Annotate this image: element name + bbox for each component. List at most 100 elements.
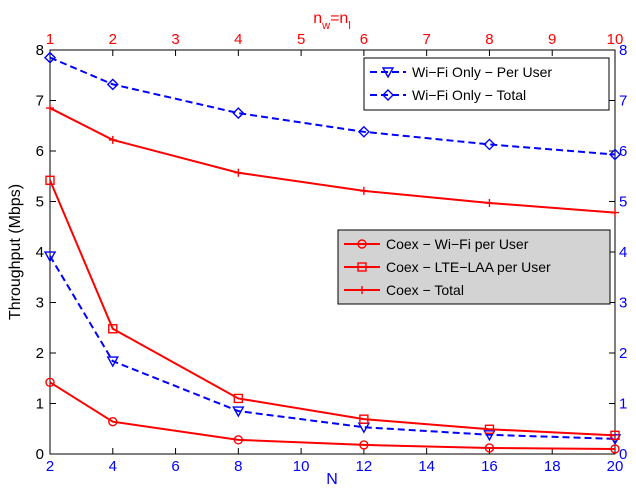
top-x-tick-label: 8 [485,31,493,48]
data-point [359,186,368,195]
x-tick-label: 18 [544,458,561,475]
top-label-subscript: l [348,20,350,32]
x-tick-label: 20 [607,458,624,475]
right-y-tick-label: 0 [619,446,627,463]
x-tick-label: 8 [234,458,242,475]
top-x-tick-label: 9 [548,31,556,48]
y-tick-label: 3 [36,295,44,312]
data-point [108,416,118,427]
right-y-tick-label: 7 [619,93,627,110]
data-point [45,377,55,387]
top-x-tick-label: 4 [234,31,242,48]
data-point [233,435,244,445]
data-point [357,125,370,138]
x-axis-label: N [326,471,338,488]
top-x-tick-label: 1 [46,31,54,48]
series-2 [44,51,621,161]
legend-marker [382,89,394,101]
series-line [49,381,616,450]
top-x-tick-label: 2 [109,31,117,48]
x-tick-label: 14 [418,458,435,475]
y-tick-label: 1 [36,396,44,413]
top-x-tick-label: 3 [171,31,179,48]
data-point [483,430,496,442]
right-y-tick-label: 1 [619,396,627,413]
data-point [106,78,119,91]
series-5 [46,104,619,217]
top-label-part: =n [330,10,348,27]
data-point [359,440,369,450]
data-point [484,443,495,453]
data-point [45,175,55,185]
top-x-tick-label: 7 [422,31,430,48]
series-line [49,107,616,214]
data-point [232,406,245,418]
top-x-tick-label: 6 [360,31,368,48]
right-y-tick-label: 8 [619,42,627,59]
y-tick-label: 0 [36,446,44,463]
y-tick-label: 6 [36,143,44,160]
x-tick-label: 2 [46,458,54,475]
legend-box [337,229,611,305]
x-tick-label: 10 [293,458,310,475]
series-line [49,179,616,437]
right-y-tick-label: 6 [619,143,627,160]
x-tick-label: 12 [356,458,373,475]
legend-group: Wi−Fi Only − Per User Wi−Fi Only − Total C… [337,57,611,305]
axis-ticks: 2 4 6 8 10 12 14 16 18 201 2 3 4 5 6 7 8 9 100 01 12 23 34 45 56… [36,31,628,475]
right-y-tick-label: 4 [619,244,627,261]
x-tick-label: 6 [171,458,179,475]
legend-label: Wi−Fi Only − Per User [412,64,552,80]
legend-1: Wi−Fi Only − Per User Wi−Fi Only − Total [363,57,610,111]
series-group [43,51,622,454]
series-4 [45,175,620,441]
series-line [49,56,616,156]
x-tick-label: 16 [481,458,498,475]
legend-marker [381,67,395,79]
legend-label: Wi−Fi Only − Total [412,87,526,103]
data-point [483,138,496,151]
right-y-tick-label: 3 [619,295,627,312]
data-point [609,148,621,161]
top-x-tick-label: 10 [607,31,624,48]
data-point [43,251,57,263]
top-x-tick-label: 5 [297,31,305,48]
data-point [485,199,494,208]
legend-label: Coex − Wi−Fi per User [386,236,529,252]
data-point [232,107,245,120]
y-tick-label: 5 [36,194,44,211]
data-point [359,414,369,424]
y-tick-label: 2 [36,345,44,362]
legend-box [363,57,610,111]
series-line [49,255,616,440]
legend-marker [357,262,367,272]
right-y-tick-label: 5 [619,194,627,211]
right-y-tick-label: 2 [619,345,627,362]
data-point [106,356,119,368]
data-point [108,324,118,334]
top-x-axis-label: nw=nl [313,10,351,32]
data-point [44,51,56,64]
y-tick-label: 8 [36,42,44,59]
data-point [611,208,619,217]
data-point [233,393,244,404]
data-point [46,104,54,113]
top-label-part: n [313,10,322,27]
legend-marker [358,286,366,294]
y-tick-label: 7 [36,93,44,110]
legend-label: Coex − LTE−LAA per User [386,259,551,275]
data-point [108,135,117,144]
legend-2: Coex − Wi−Fi per User Coex − LTE−LAA per … [337,229,611,305]
top-label-subscript: w [321,20,330,32]
series-3 [45,377,620,454]
y-tick-label: 4 [36,244,44,261]
data-point [610,430,620,441]
x-tick-label: 4 [109,458,117,475]
data-point [610,444,620,454]
data-point [234,168,243,177]
data-point [484,424,495,434]
legend-marker [357,239,367,249]
y-axis-label: Throughput (Mbps) [7,184,24,320]
legend-label: Coex − Total [386,282,464,298]
